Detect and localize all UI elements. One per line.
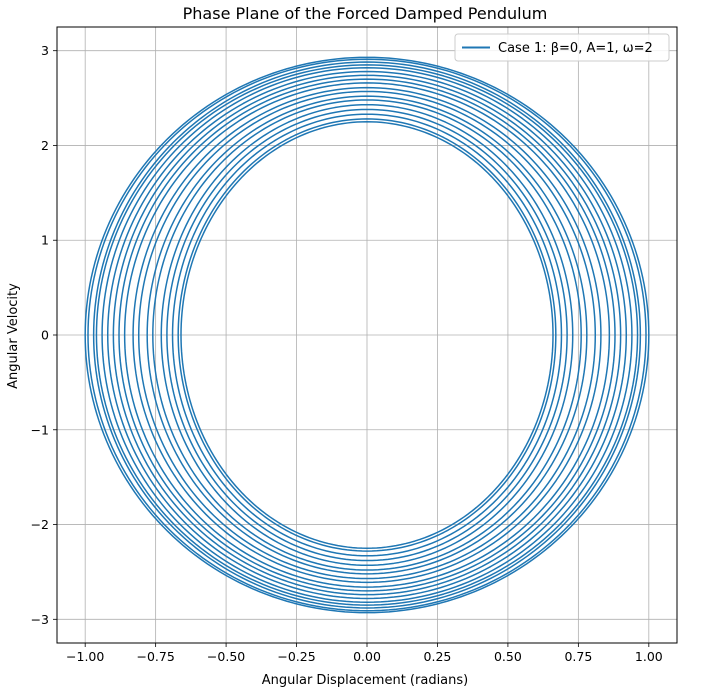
y-tick-label: 2 (41, 138, 49, 153)
y-tick-label: −3 (31, 612, 49, 627)
legend: Case 1: β=0, A=1, ω=2 (454, 33, 670, 62)
x-axis-label: Angular Displacement (radians) (262, 673, 468, 688)
x-tick-label: 0.25 (424, 649, 452, 664)
x-tick-label: −0.25 (277, 649, 315, 664)
x-tick-label: −0.50 (207, 649, 245, 664)
x-tick-label: 1.00 (635, 649, 663, 664)
x-axis: −1.00 −0.75 −0.50 −0.25 0.00 0.25 0.50 0.75 1.00 (66, 643, 663, 664)
y-tick-label: 1 (41, 233, 49, 248)
y-tick-label: −1 (31, 422, 49, 437)
legend-entry-case-1: Case 1: β=0, A=1, ω=2 (498, 41, 653, 56)
x-tick-label: −1.00 (66, 649, 104, 664)
y-tick-label: 3 (41, 43, 49, 58)
y-axis-label: Angular Velocity (6, 283, 21, 389)
y-axis: −3 −2 −1 0 1 2 3 (31, 43, 57, 627)
series-line-case-1 (84, 56, 650, 614)
x-tick-label: 0.75 (564, 649, 592, 664)
legend-box (454, 33, 670, 62)
chart-title: Phase Plane of the Forced Damped Pendulu… (183, 4, 548, 23)
y-tick-label: 0 (41, 328, 49, 343)
x-tick-label: −0.75 (136, 649, 174, 664)
x-tick-label: 0.00 (353, 649, 381, 664)
x-tick-label: 0.50 (494, 649, 522, 664)
y-tick-label: −2 (31, 517, 49, 532)
plot-area (84, 56, 650, 614)
